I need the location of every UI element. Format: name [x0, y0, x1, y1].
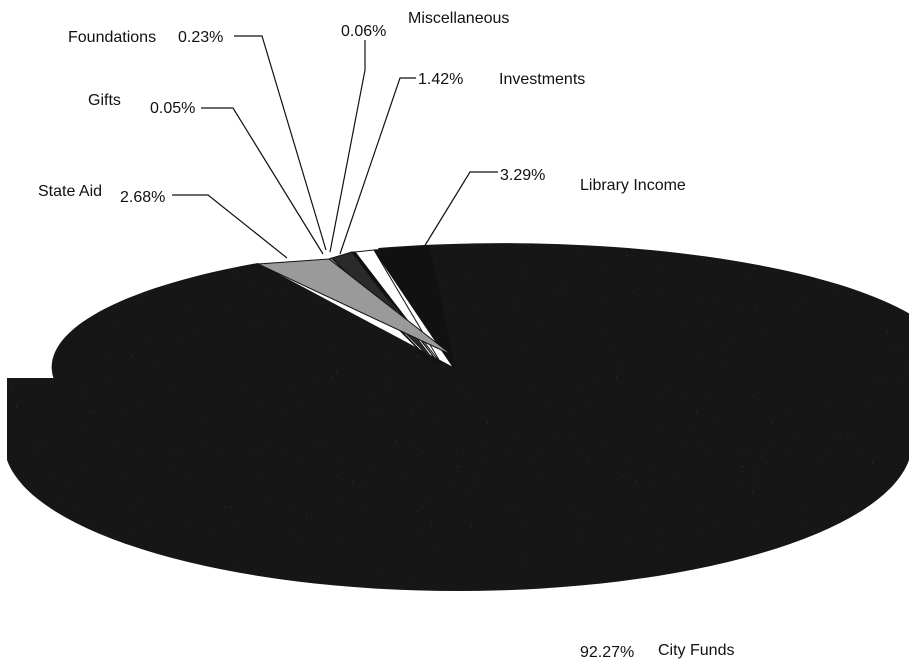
label-gifts-name: Gifts: [88, 92, 121, 109]
leader-miscellaneous: [329, 40, 366, 253]
label-city-funds-value: 92.27%: [580, 644, 634, 661]
slice-state-aid: [256, 258, 453, 356]
label-city-funds-name: City Funds: [658, 642, 734, 659]
label-miscellaneous-value: 0.06%: [341, 23, 386, 40]
slice-library-income: [373, 245, 456, 371]
leader-state-aid: [172, 194, 288, 259]
leader-investments: [339, 77, 416, 255]
label-state-aid-name: State Aid: [38, 183, 102, 200]
label-state-aid-value: 2.68%: [120, 189, 165, 206]
leader-library-income: [423, 171, 498, 248]
label-library-income-value: 3.29%: [500, 167, 545, 184]
label-miscellaneous-name: Miscellaneous: [408, 10, 509, 27]
leader-foundations: [234, 35, 327, 251]
label-foundations-value: 0.23%: [178, 29, 223, 46]
leader-gifts: [201, 107, 324, 255]
label-investments-value: 1.42%: [418, 71, 463, 88]
label-foundations-name: Foundations: [68, 29, 156, 46]
label-library-income-name: Library Income: [580, 177, 686, 194]
pie-top-face: [51, 243, 909, 492]
label-investments-name: Investments: [499, 71, 585, 88]
label-gifts-value: 0.05%: [150, 100, 195, 117]
